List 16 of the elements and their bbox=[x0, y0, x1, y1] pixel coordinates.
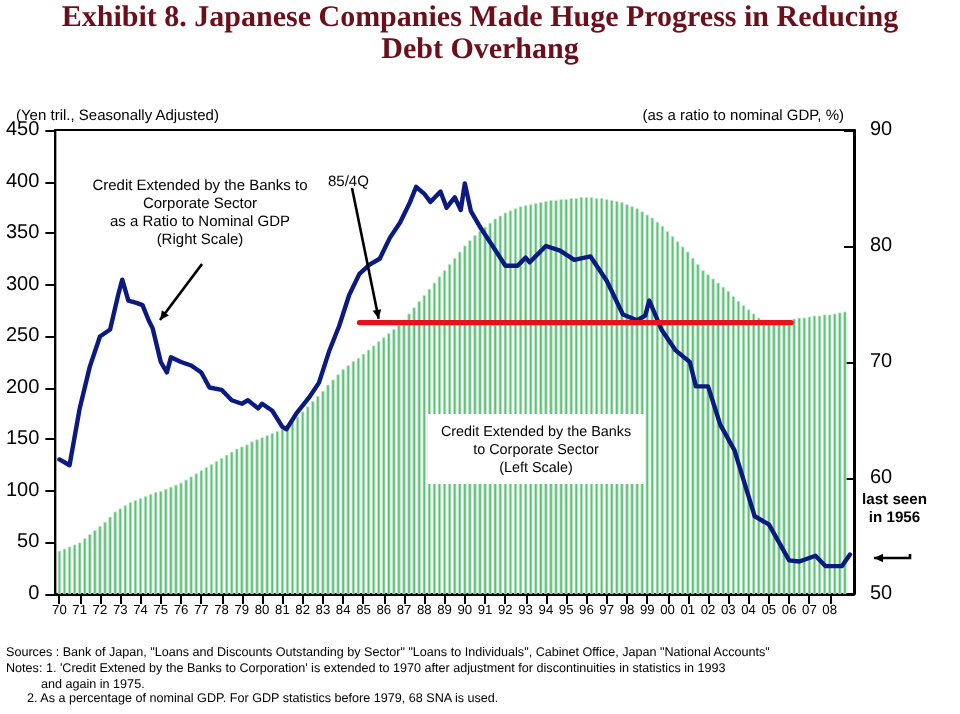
y-tick-label: 350 bbox=[5, 222, 41, 245]
y-tick-label: 300 bbox=[5, 273, 41, 296]
y-tick-label: 250 bbox=[5, 325, 41, 348]
y-tick-label: 50 bbox=[17, 531, 41, 554]
y2-tick-label: 60 bbox=[870, 467, 894, 489]
y-tick-label: 0 bbox=[28, 583, 41, 605]
y2-tick-label: 90 bbox=[870, 119, 894, 141]
y-tick-label: 200 bbox=[5, 376, 41, 399]
y2-tick-label: 70 bbox=[870, 351, 894, 373]
y-tick-label: 450 bbox=[5, 119, 41, 141]
chart-title: Exhibit 8. Japanese Companies Made Huge Progress in Reducing Debt Overhang bbox=[59, 2, 901, 66]
y-tick-label: 400 bbox=[5, 170, 41, 193]
y-tick-label: 150 bbox=[5, 428, 41, 451]
y2-tick-label: 50 bbox=[870, 583, 894, 605]
y2-tick-label: 80 bbox=[870, 235, 894, 257]
y-tick-label: 100 bbox=[5, 479, 41, 502]
